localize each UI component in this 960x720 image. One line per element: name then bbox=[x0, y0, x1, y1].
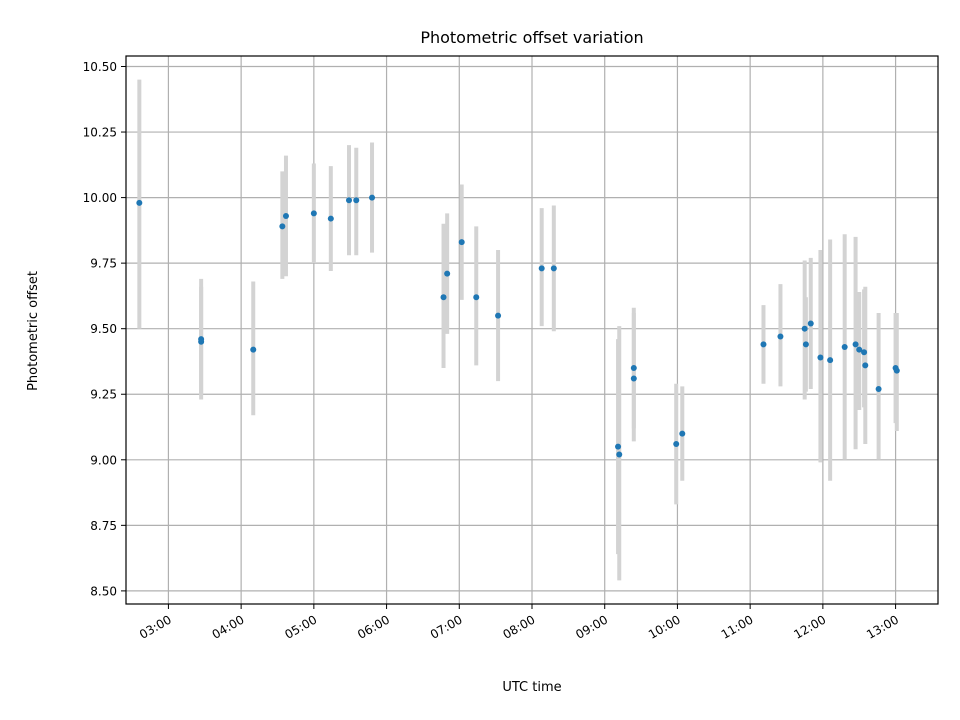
data-point bbox=[673, 441, 680, 448]
data-point bbox=[616, 451, 623, 458]
data-point bbox=[444, 270, 451, 277]
y-tick-label: 9.75 bbox=[90, 257, 117, 271]
data-point bbox=[250, 346, 257, 353]
chart-title: Photometric offset variation bbox=[420, 28, 643, 47]
data-point bbox=[679, 430, 686, 437]
data-point bbox=[282, 212, 289, 219]
data-point bbox=[279, 223, 286, 230]
y-tick-label: 10.25 bbox=[83, 126, 117, 140]
data-point bbox=[538, 265, 545, 272]
y-tick-label: 9.25 bbox=[90, 388, 117, 402]
data-point bbox=[807, 320, 814, 327]
data-point bbox=[801, 325, 808, 332]
data-point bbox=[615, 443, 622, 450]
data-point bbox=[473, 294, 480, 301]
y-tick-label: 9.00 bbox=[90, 453, 117, 467]
data-point bbox=[861, 349, 868, 356]
data-points bbox=[136, 194, 900, 458]
data-point bbox=[353, 197, 360, 204]
data-point bbox=[827, 357, 834, 364]
data-point bbox=[327, 215, 334, 222]
data-point bbox=[760, 341, 767, 348]
data-point bbox=[875, 385, 882, 392]
data-point bbox=[630, 365, 637, 372]
data-point bbox=[550, 265, 557, 272]
data-point bbox=[841, 344, 848, 351]
data-point bbox=[310, 210, 317, 217]
y-tick-label: 8.75 bbox=[90, 519, 117, 533]
data-point bbox=[777, 333, 784, 340]
data-point bbox=[852, 341, 859, 348]
data-point bbox=[817, 354, 824, 361]
data-point bbox=[630, 375, 637, 382]
data-point bbox=[440, 294, 447, 301]
data-point bbox=[856, 346, 863, 353]
y-tick-label: 8.50 bbox=[90, 584, 117, 598]
data-point bbox=[198, 338, 205, 345]
data-point bbox=[495, 312, 502, 319]
y-axis: 8.50 8.75 9.00 9.25 9.50 9.75 10.00 10.25 10.50 bbox=[83, 60, 126, 598]
data-point bbox=[893, 367, 900, 374]
grid bbox=[126, 56, 938, 604]
y-tick-label: 10.50 bbox=[83, 60, 117, 74]
data-point bbox=[345, 197, 352, 204]
x-axis-label: UTC time bbox=[502, 680, 561, 695]
data-point bbox=[458, 239, 465, 246]
data-point bbox=[136, 199, 143, 206]
y-tick-label: 10.00 bbox=[83, 191, 117, 205]
data-point bbox=[369, 194, 376, 201]
y-axis-label: Photometric offset bbox=[26, 271, 41, 391]
data-point bbox=[862, 362, 869, 369]
y-tick-label: 9.50 bbox=[90, 322, 117, 336]
data-point bbox=[802, 341, 809, 348]
